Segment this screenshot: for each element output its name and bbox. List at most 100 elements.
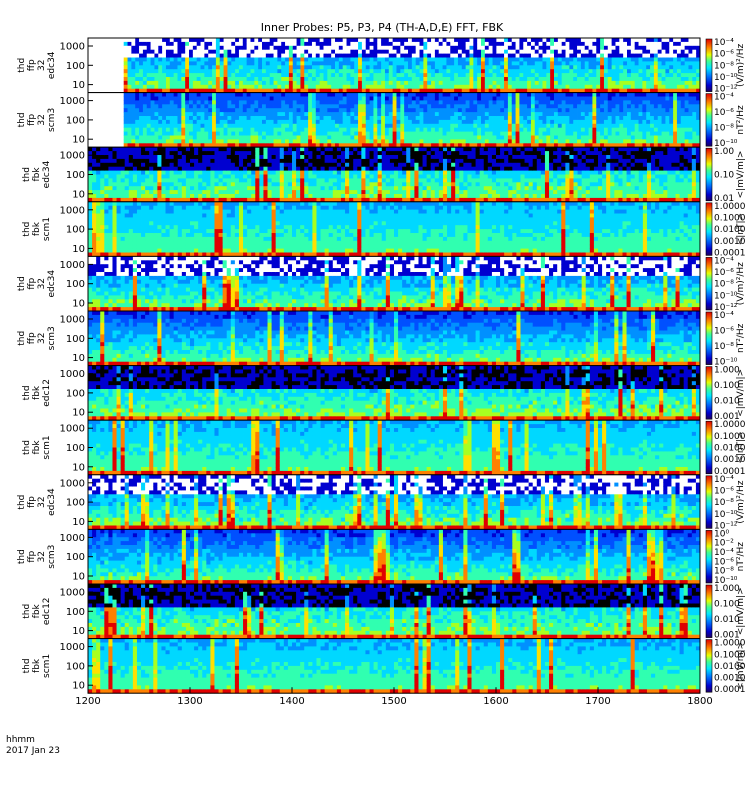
spectrogram-cell [603,108,609,113]
spectrogram-cell [573,108,578,113]
spectrogram-cell [153,155,158,160]
spectrogram-cell [281,104,286,109]
spectrogram-cell [104,178,109,183]
spectrogram-cell [603,77,609,82]
spectrogram-cell [208,69,213,74]
spectrogram-cell [550,61,555,66]
spectrogram-cell [311,96,317,101]
spectrogram-cell [446,45,451,51]
spectrogram-cell [185,88,190,93]
spectrogram-cell [388,80,394,86]
spectrogram-cell [335,80,340,86]
spectrogram-cell [627,108,632,113]
spectrogram-cell [123,65,128,70]
spectrogram-cell [120,155,126,160]
spectrogram-cell [311,57,317,62]
spectrogram-cell [185,158,191,164]
spectrogram-cell [196,119,201,125]
spectrogram-cell [457,69,463,74]
spectrogram-cell [669,96,674,101]
spectrogram-cell [457,45,463,51]
spectrogram-cell [315,131,321,136]
spectrogram-cell [630,119,636,125]
spectrogram-cell [206,155,211,160]
spectrogram-cell [684,45,689,51]
spectrogram-cell [381,112,386,117]
spectrogram-cell [496,104,501,109]
spectrogram-cell [265,53,271,58]
spectrogram-cell [200,143,205,148]
spectrogram-cell [258,123,263,129]
spectrogram-cell [484,49,490,54]
spectrogram-cell [273,116,278,121]
spectrogram-cell [615,88,620,93]
spectrogram-cell [235,84,240,90]
spectrogram-cell [124,147,130,152]
spectrogram-cell [311,100,317,105]
spectrogram-cell [350,69,355,74]
spectrogram-cell [123,61,128,66]
spectrogram-cell [419,143,424,148]
spectrogram-cell [488,108,493,113]
panel-label-line: edc34 [47,51,57,79]
spectrogram-cell [515,49,520,54]
spectrogram-cell [507,104,513,109]
spectrogram-cell [642,92,647,97]
spectrogram-cell [292,119,297,125]
spectrogram-cell [226,194,232,199]
spectrogram-cell [680,96,686,101]
spectrogram-cell [381,100,386,105]
spectrogram-cell [165,96,171,101]
spectrogram-cell [396,77,401,82]
spectrogram-cell [192,135,198,140]
spectrogram-cell [496,53,501,58]
spectrogram-cell [173,166,179,171]
spectrogram-cell [311,135,317,140]
spectrogram-cell [327,139,332,144]
spectrogram-cell [377,57,382,62]
spectrogram-cell [226,186,232,191]
spectrogram-cell [546,135,551,140]
spectrogram-cell [538,143,543,148]
spectrogram-cell [202,186,207,191]
spectrogram-cell [227,73,232,78]
spectrogram-cell [169,147,175,152]
spectrogram-cell [202,190,207,195]
spectrogram-cell [235,108,240,113]
spectrogram-cell [273,143,278,148]
spectrogram-cell [550,88,555,93]
spectrogram-cell [292,57,297,62]
spectrogram-cell [218,197,224,203]
spectrogram-cell [411,49,417,54]
spectrogram-cell [446,92,451,97]
spectrogram-cell [141,162,146,168]
spectrogram-cell [235,53,240,58]
spectrogram-cell [504,73,509,78]
spectrogram-cell [242,77,248,82]
spectrogram-cell [319,108,324,113]
spectrogram-cell [650,49,655,54]
spectrogram-cell [573,84,578,90]
spectrogram-cell [511,38,516,43]
spectrogram-cell [465,61,470,66]
spectrogram-cell [411,73,417,78]
spectrogram-cell [538,84,543,90]
spectrogram-cell [400,80,405,86]
spectrogram-cell [619,123,624,129]
spectrogram-cell [304,84,309,90]
spectrogram-cell [642,41,647,47]
spectrogram-cell [300,182,305,187]
spectrogram-cell [165,49,171,54]
spectrogram-cell [218,147,224,152]
spectrogram-cell [96,158,101,164]
spectrogram-cell [565,80,570,86]
spectrogram-cell [304,131,309,136]
spectrogram-cell [250,80,255,86]
spectrogram-cell [554,112,559,117]
spectrogram-cell [202,178,207,183]
spectrogram-cell [192,49,198,54]
spectrogram-cell [600,65,605,70]
spectrogram-cell [281,69,286,74]
spectrogram-cell [158,80,163,86]
